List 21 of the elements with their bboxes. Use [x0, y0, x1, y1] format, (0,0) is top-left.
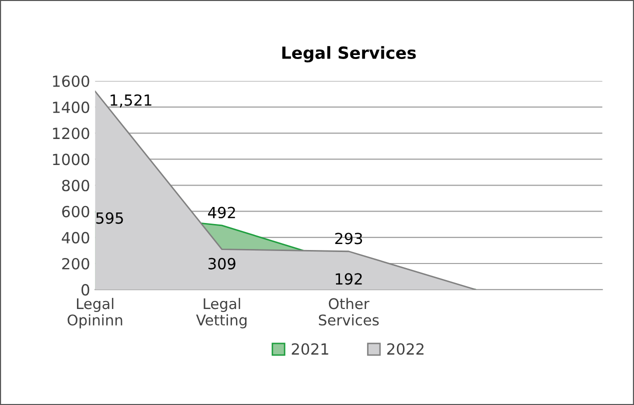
data-label: 309 [208, 258, 236, 270]
legend-label: 2021 [292, 343, 328, 355]
data-label: 293 [335, 232, 362, 244]
y-tick-label: 1200 [53, 128, 90, 140]
data-label: 1,521 [110, 94, 152, 108]
y-tick-label: 0 [82, 284, 90, 296]
y-tick-label: 400 [62, 232, 90, 244]
y-tick-label: 200 [62, 258, 90, 270]
x-tick-label: Legal Opininn [68, 298, 122, 328]
data-label: 492 [208, 206, 235, 218]
y-tick-label: 600 [62, 206, 90, 218]
y-tick-label: 1000 [53, 154, 90, 166]
data-label: 192 [336, 273, 362, 285]
data-label: 595 [96, 212, 123, 224]
y-tick-label: 1600 [53, 75, 90, 88]
x-tick-label: Other Services [318, 298, 379, 326]
legend-label: 2022 [387, 343, 424, 355]
y-tick-label: 800 [62, 180, 90, 192]
y-tick-label: 1400 [53, 102, 90, 114]
chart-title: Legal Services [282, 46, 416, 62]
x-tick-label: Legal Vetting [196, 298, 246, 328]
